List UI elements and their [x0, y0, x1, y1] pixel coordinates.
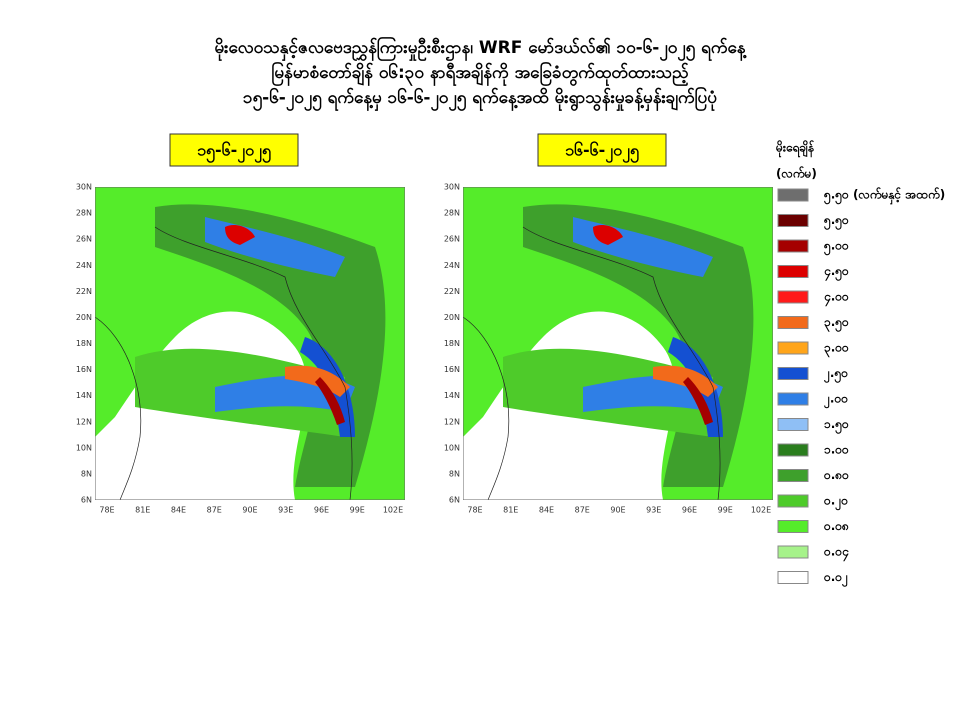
legend-label: ၁.၀၀: [824, 443, 849, 457]
legend-unit: (လက်မ): [776, 165, 817, 181]
lat-label: 8N: [81, 469, 92, 478]
lat-label: 16N: [76, 365, 92, 374]
lon-label: 102E: [751, 506, 771, 515]
lat-label: 22N: [76, 287, 92, 296]
lat-label: 26N: [76, 235, 92, 244]
lat-label: 12N: [76, 417, 92, 426]
legend-label: ၄.၅၀: [823, 264, 849, 282]
legend-swatch: [777, 520, 809, 533]
lat-label: 14N: [444, 391, 460, 400]
lat-label: 16N: [444, 365, 460, 374]
legend-label: ၂.၀၀: [823, 392, 848, 410]
legend-label: ၃.၅၀: [824, 315, 849, 333]
lon-label: 90E: [610, 506, 625, 515]
legend-title: မိုးရေချိန်: [775, 139, 815, 159]
legend-label: ၃.၀၀: [824, 341, 849, 359]
lat-label: 18N: [76, 339, 92, 348]
title: မိုးလေဝသနှင့်ဇလဗေဒညွှန်ကြားမှုဦးစီးဌာန၊ …: [214, 35, 746, 112]
legend-label: ၅.၀၀: [823, 239, 849, 257]
lon-label: 84E: [539, 506, 554, 515]
legend-swatch: [777, 316, 809, 329]
legend-swatch: [777, 367, 809, 380]
legend-label: ၁.၅၀: [824, 417, 849, 435]
legend-swatch: [777, 188, 809, 202]
lon-label: 87E: [207, 506, 222, 515]
legend-label: ၀.၂၀: [823, 494, 848, 512]
map-panel: ၁၆-၆-၂၀၂၅ 30N 28N 26N 24N 22N 20N 18N 16N 14N 12N 1…: [444, 133, 773, 515]
rainfall-map: [95, 187, 405, 500]
lon-label: 102E: [383, 506, 403, 515]
lat-label: 20N: [76, 313, 92, 322]
lat-label: 28N: [76, 209, 92, 218]
legend-swatch: [777, 341, 809, 355]
legend-label: ၅.၅၀ (လက်မနှင့် အထက်): [823, 186, 945, 206]
legend-swatch: [777, 214, 809, 227]
lat-label: 10N: [76, 443, 92, 452]
legend-swatch: [777, 239, 809, 253]
lat-label: 30N: [76, 183, 92, 192]
lat-label: 26N: [444, 235, 460, 244]
legend-swatch: [777, 571, 809, 584]
legend-label: ၀.၀၄: [823, 545, 849, 563]
lat-label: 10N: [444, 443, 460, 452]
lat-label: 8N: [449, 469, 460, 478]
rainfall-map: [463, 187, 773, 500]
legend-swatch: [777, 469, 809, 482]
legend-swatch: [777, 290, 809, 304]
lat-label: 22N: [444, 287, 460, 296]
lon-label: 90E: [242, 506, 257, 515]
lat-label: 28N: [444, 209, 460, 218]
lon-label: 93E: [278, 506, 293, 515]
lat-label: 6N: [449, 496, 460, 505]
date-label: ၁၅-၆-၂၀၂၅: [197, 141, 271, 164]
lon-label: 78E: [99, 506, 114, 515]
legend-label: ၅.၅၀: [823, 213, 849, 231]
legend-swatch: [777, 545, 809, 559]
lon-label: 84E: [171, 506, 186, 515]
lon-label: 78E: [467, 506, 482, 515]
lat-label: 6N: [81, 496, 92, 505]
lon-label: 87E: [575, 506, 590, 515]
lon-label: 81E: [135, 506, 150, 515]
date-box: [169, 133, 299, 167]
title-line: မိုးလေဝသနှင့်ဇလဗေဒညွှန်ကြားမှုဦးစီးဌာန၊ …: [214, 35, 746, 62]
lon-label: 99E: [718, 506, 733, 515]
legend-swatch: [777, 418, 809, 431]
lon-label: 81E: [503, 506, 518, 515]
lat-label: 24N: [444, 261, 460, 270]
lat-label: 14N: [76, 391, 92, 400]
lon-label: 96E: [314, 506, 329, 515]
legend-label: ၄.၀၀: [823, 290, 849, 308]
legend-label: ၀.၈၀: [823, 468, 849, 482]
title-line: ၁၅-၆-၂၀၂၅ ရက်နေ့မှ ၁၆-၆-၂၀၂၅ ရက်နေ့အထိ မ…: [243, 85, 717, 112]
lat-label: 24N: [76, 261, 92, 270]
lat-label: 18N: [444, 339, 460, 348]
legend-swatch: [777, 265, 809, 278]
lon-label: 93E: [646, 506, 661, 515]
legend: မိုးရေချိန် (လက်မ) ၅.၅၀ (လက်မနှင့် အထက်) ၅.…: [775, 139, 945, 589]
date-box: [537, 133, 667, 167]
legend-swatch: [777, 443, 809, 457]
legend-swatch: [777, 494, 809, 508]
legend-label: ၀.၀၂: [823, 570, 848, 588]
lat-label: 30N: [444, 183, 460, 192]
lat-label: 12N: [444, 417, 460, 426]
legend-label: ၂.၅၀: [823, 366, 848, 384]
lon-label: 99E: [350, 506, 365, 515]
maps: ၁၅-၆-၂၀၂၅ 30N 28N 26N 24N 22N 20N 18N 16N 14N 12N 1…: [76, 133, 773, 515]
legend-label: ၀.၀၈: [823, 519, 849, 533]
lon-label: 96E: [682, 506, 697, 515]
title-line: မြန်မာစံတော်ချိန် ၀၆:၃၀ နာရီအချိန်ကို အခ…: [271, 60, 689, 87]
date-label: ၁၆-၆-၂၀၂၅: [565, 141, 639, 164]
legend-swatch: [777, 392, 809, 406]
lat-label: 20N: [444, 313, 460, 322]
map-panel: ၁၅-၆-၂၀၂၅ 30N 28N 26N 24N 22N 20N 18N 16N 14N 12N 1…: [76, 133, 405, 515]
